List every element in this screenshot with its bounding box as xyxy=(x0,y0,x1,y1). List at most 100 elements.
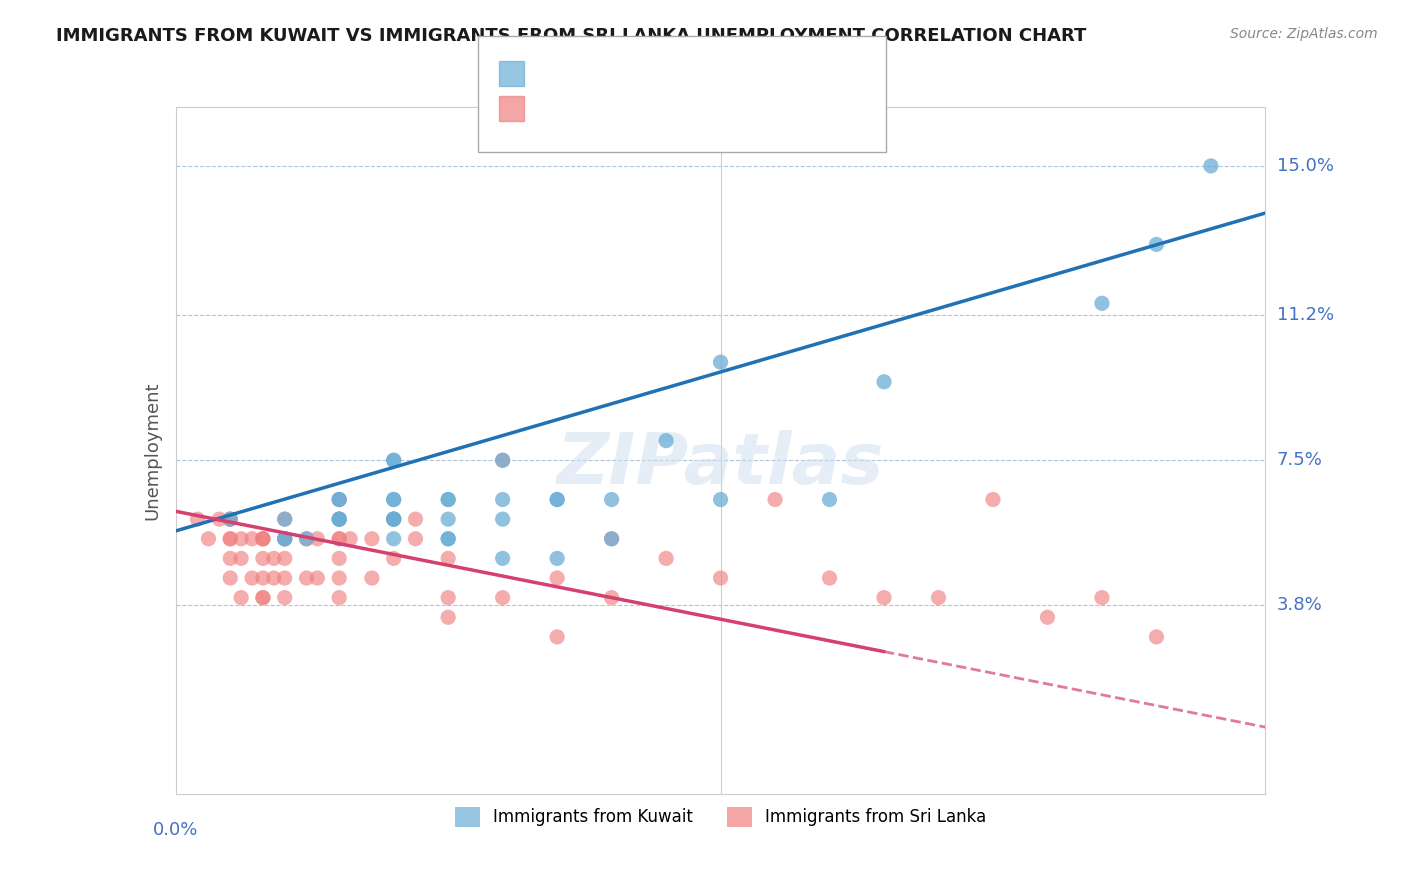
Text: IMMIGRANTS FROM KUWAIT VS IMMIGRANTS FROM SRI LANKA UNEMPLOYMENT CORRELATION CHA: IMMIGRANTS FROM KUWAIT VS IMMIGRANTS FRO… xyxy=(56,27,1087,45)
Point xyxy=(328,492,350,507)
Point xyxy=(600,532,623,546)
Point xyxy=(208,512,231,526)
Text: R =  0.586   N = 40: R = 0.586 N = 40 xyxy=(527,71,717,89)
Point xyxy=(328,532,350,546)
Point xyxy=(263,551,285,566)
Point xyxy=(252,532,274,546)
Y-axis label: Unemployment: Unemployment xyxy=(143,381,162,520)
Point xyxy=(328,492,350,507)
Point xyxy=(328,571,350,585)
Point xyxy=(219,532,242,546)
Point xyxy=(1144,237,1167,252)
Point xyxy=(437,492,460,507)
Point xyxy=(492,492,515,507)
Text: ZIPatlas: ZIPatlas xyxy=(557,430,884,499)
Point xyxy=(295,571,318,585)
Point xyxy=(873,375,896,389)
Point xyxy=(382,512,405,526)
Point xyxy=(546,571,568,585)
Point xyxy=(546,630,568,644)
Point xyxy=(231,532,253,546)
Point xyxy=(382,492,405,507)
Point xyxy=(328,512,350,526)
Point xyxy=(274,532,297,546)
Point xyxy=(263,571,285,585)
Point xyxy=(219,512,242,526)
Point xyxy=(219,512,242,526)
Point xyxy=(274,591,297,605)
Point xyxy=(307,571,329,585)
Point xyxy=(437,492,460,507)
Point xyxy=(1036,610,1059,624)
Point xyxy=(360,532,382,546)
Point xyxy=(873,591,896,605)
Point xyxy=(818,571,841,585)
Point xyxy=(546,551,568,566)
Point xyxy=(197,532,219,546)
Point xyxy=(382,532,405,546)
Text: 0.0%: 0.0% xyxy=(153,822,198,839)
Point xyxy=(600,492,623,507)
Point xyxy=(600,532,623,546)
Point xyxy=(437,532,460,546)
Point xyxy=(818,492,841,507)
Point xyxy=(492,453,515,467)
Point xyxy=(437,551,460,566)
Point xyxy=(382,453,405,467)
Point xyxy=(360,571,382,585)
Text: R = -0.323   N = 66: R = -0.323 N = 66 xyxy=(527,107,717,125)
Point xyxy=(710,492,733,507)
Point xyxy=(328,492,350,507)
Point xyxy=(1144,630,1167,644)
Point xyxy=(252,551,274,566)
Point xyxy=(405,512,427,526)
Point xyxy=(492,551,515,566)
Point xyxy=(437,610,460,624)
Point xyxy=(219,571,242,585)
Point xyxy=(252,532,274,546)
Point xyxy=(307,532,329,546)
Point xyxy=(382,512,405,526)
Point xyxy=(437,512,460,526)
Legend: Immigrants from Kuwait, Immigrants from Sri Lanka: Immigrants from Kuwait, Immigrants from … xyxy=(449,800,993,834)
Point xyxy=(274,512,297,526)
Point xyxy=(274,551,297,566)
Point xyxy=(274,532,297,546)
Point xyxy=(655,434,678,448)
Point xyxy=(655,551,678,566)
Point xyxy=(339,532,361,546)
Point xyxy=(546,492,568,507)
Point xyxy=(231,591,253,605)
Point xyxy=(328,591,350,605)
Point xyxy=(295,532,318,546)
Point xyxy=(328,512,350,526)
Point xyxy=(1091,296,1114,310)
Text: 11.2%: 11.2% xyxy=(1277,306,1334,324)
Point xyxy=(405,532,427,546)
Point xyxy=(382,512,405,526)
Point xyxy=(492,512,515,526)
Point xyxy=(328,532,350,546)
Point xyxy=(231,551,253,566)
Point xyxy=(328,512,350,526)
Point xyxy=(252,591,274,605)
Point xyxy=(981,492,1004,507)
Point xyxy=(274,512,297,526)
Point xyxy=(437,591,460,605)
Point xyxy=(763,492,786,507)
Point xyxy=(186,512,209,526)
Text: 15.0%: 15.0% xyxy=(1277,157,1333,175)
Point xyxy=(928,591,950,605)
Text: Source: ZipAtlas.com: Source: ZipAtlas.com xyxy=(1230,27,1378,41)
Point xyxy=(492,453,515,467)
Point xyxy=(274,532,297,546)
Point xyxy=(492,591,515,605)
Point xyxy=(252,591,274,605)
Point xyxy=(382,492,405,507)
Point xyxy=(328,551,350,566)
Point xyxy=(437,532,460,546)
Point xyxy=(382,551,405,566)
Point xyxy=(219,551,242,566)
Point xyxy=(710,355,733,369)
Point xyxy=(546,492,568,507)
